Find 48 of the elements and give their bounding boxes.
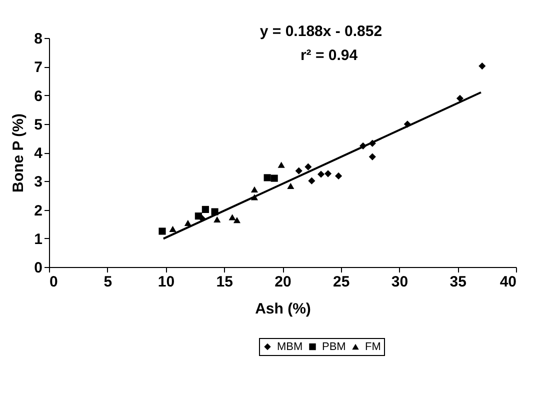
y-tick-label: 7 [34, 59, 42, 76]
y-tick-label: 0 [34, 260, 42, 276]
y-tick-label: 6 [34, 88, 42, 105]
x-tick-label: 20 [274, 274, 292, 290]
point [184, 220, 192, 226]
point [228, 214, 236, 220]
point [158, 228, 166, 235]
point [317, 170, 325, 178]
y-tick-label: 2 [34, 202, 42, 220]
point [233, 216, 241, 224]
point [295, 167, 302, 174]
point [214, 216, 221, 223]
point [202, 206, 209, 213]
point [211, 208, 218, 216]
x-tick-label: 30 [391, 274, 408, 290]
y-axis-title: Bone P (%) [10, 114, 28, 192]
point [456, 94, 464, 102]
x-tick-label: 35 [450, 274, 466, 290]
point [264, 174, 271, 182]
x-axis-title: Ash (%) [255, 300, 311, 318]
point [287, 182, 294, 190]
point [278, 162, 285, 168]
x-tick-label: 15 [216, 274, 233, 290]
point [368, 153, 376, 160]
x-tick-label: 10 [158, 274, 175, 290]
annotation: r² = 0.94 [300, 47, 358, 64]
point [270, 174, 278, 182]
y-tick-label: 3 [34, 174, 42, 191]
y-tick-label: 8 [34, 30, 42, 48]
point [169, 226, 176, 232]
x-tick-label: 40 [500, 274, 516, 290]
point [194, 212, 202, 220]
point [324, 170, 332, 178]
point [335, 172, 342, 180]
x-tick-label: 25 [333, 274, 350, 290]
y-tick-label: 5 [34, 116, 42, 134]
legend-label: MBM [277, 340, 303, 353]
y-tick-label: 4 [34, 145, 44, 162]
legend-label: PBM [322, 340, 346, 353]
point [250, 186, 258, 192]
point [478, 62, 486, 70]
legend-label: FM [365, 340, 381, 353]
point [304, 163, 312, 170]
annotation: y = 0.188x - 0.852 [260, 23, 382, 40]
point [308, 177, 316, 184]
x-tick-label: 5 [104, 274, 112, 290]
y-tick-label: 1 [34, 230, 42, 248]
x-tick-label: 0 [50, 274, 58, 290]
